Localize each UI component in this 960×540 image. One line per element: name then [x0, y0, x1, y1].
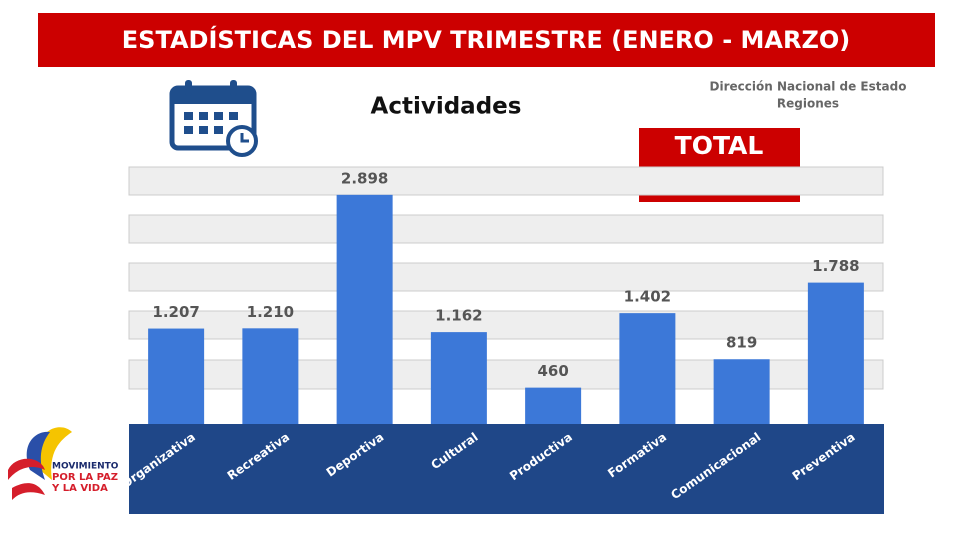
title-banner	[38, 13, 935, 67]
chart-title: ESTADÍSTICAS DEL MPV TRIMESTRE (ENERO - …	[122, 25, 850, 54]
data-label: 1.210	[247, 303, 294, 321]
logo: MOVIMIENTO POR LA PAZ Y LA VIDA	[8, 427, 119, 500]
bar	[336, 194, 393, 424]
bar	[430, 332, 487, 424]
data-label: 460	[537, 362, 568, 380]
total-label: TOTAL	[675, 131, 764, 160]
source-line: Dirección Nacional de Estado	[710, 80, 907, 94]
data-label: 1.162	[435, 307, 482, 325]
bar	[525, 387, 582, 424]
bar	[148, 328, 205, 424]
logo-text: MOVIMIENTO	[52, 462, 119, 472]
chart-subtitle: Actividades	[371, 94, 522, 120]
bar	[807, 282, 864, 424]
logo-text: Y LA VIDA	[51, 483, 108, 494]
bar	[713, 359, 770, 424]
data-label: 1.402	[624, 288, 671, 306]
data-label: 819	[726, 334, 757, 352]
logo-text: POR LA PAZ	[52, 472, 118, 483]
source-line: Regiones	[777, 97, 839, 111]
data-label: 1.207	[152, 303, 199, 321]
data-label: 2.898	[341, 169, 388, 187]
bar	[619, 313, 676, 424]
bar	[242, 328, 299, 424]
calendar-icon	[169, 80, 258, 157]
category-band	[129, 424, 884, 514]
data-label: 1.788	[812, 257, 859, 275]
